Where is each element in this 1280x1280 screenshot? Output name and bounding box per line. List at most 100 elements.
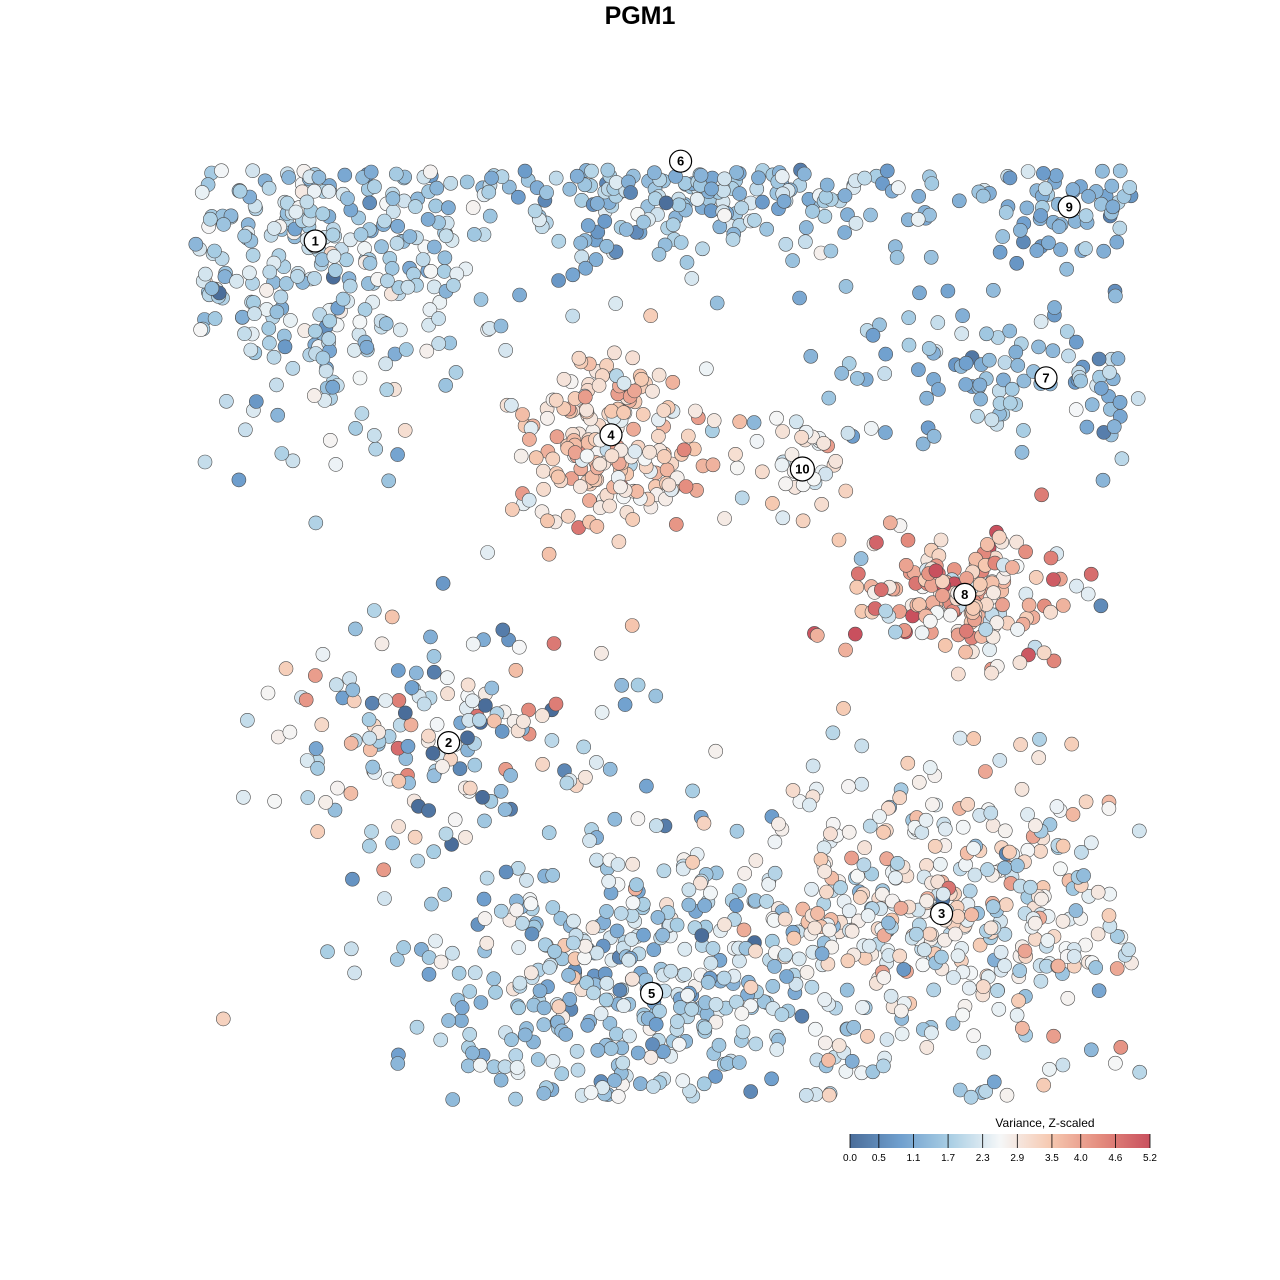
data-point [795, 513, 811, 529]
data-point [678, 479, 694, 494]
data-point [1096, 243, 1111, 259]
data-point [716, 970, 732, 986]
data-point [385, 835, 400, 851]
data-point [863, 421, 879, 436]
data-point [943, 607, 958, 623]
data-point [299, 194, 315, 210]
data-point [804, 881, 819, 897]
data-point [861, 938, 877, 954]
data-point [836, 701, 851, 716]
data-point [509, 902, 525, 918]
data-point [876, 1058, 891, 1074]
data-point [1055, 1057, 1071, 1073]
data-point [625, 856, 641, 872]
data-point [761, 876, 777, 892]
data-point [480, 545, 495, 560]
data-point [991, 529, 1007, 545]
data-point [725, 232, 741, 247]
data-point [348, 621, 363, 637]
data-point [521, 492, 537, 508]
data-point [484, 680, 500, 696]
colorbar-tick-label: 0.0 [843, 1153, 857, 1164]
data-point [979, 326, 994, 342]
data-point [515, 407, 530, 422]
data-point [651, 429, 666, 444]
data-point [1107, 419, 1122, 435]
data-point [1038, 181, 1053, 196]
data-point [374, 239, 389, 254]
data-point [308, 741, 324, 756]
data-point [473, 995, 489, 1010]
data-point [493, 1072, 509, 1088]
data-point [347, 965, 362, 981]
data-point [1016, 423, 1031, 438]
data-point [765, 496, 780, 511]
data-point [465, 200, 481, 215]
data-point [426, 664, 442, 680]
data-point [384, 261, 400, 276]
data-point [425, 745, 441, 761]
data-point [1056, 598, 1071, 613]
data-point [955, 1007, 971, 1023]
data-point [805, 204, 820, 219]
data-point [841, 356, 857, 371]
data-point [696, 1076, 712, 1092]
data-point [542, 960, 557, 975]
data-point [682, 1083, 697, 1099]
data-point [928, 563, 944, 579]
data-point [975, 979, 991, 995]
data-point [408, 665, 424, 681]
data-point [1112, 394, 1128, 410]
data-point [955, 819, 971, 835]
data-point [669, 1014, 685, 1029]
data-point [306, 183, 322, 199]
data-point [578, 260, 593, 276]
data-point [743, 1084, 759, 1099]
data-point [1088, 960, 1103, 975]
data-point [589, 755, 604, 770]
data-point [512, 975, 528, 991]
data-point [626, 421, 641, 437]
data-point [648, 1017, 664, 1032]
data-point [1084, 397, 1100, 413]
data-point [863, 207, 878, 223]
data-point [536, 1017, 552, 1032]
data-point [735, 1024, 751, 1040]
data-point [1033, 208, 1048, 223]
data-point [1027, 915, 1043, 931]
data-point [593, 1006, 609, 1021]
data-point [445, 945, 460, 961]
data-point [748, 1036, 764, 1052]
data-point [901, 310, 917, 326]
data-point [769, 410, 784, 426]
data-point [602, 498, 617, 514]
data-point [458, 830, 473, 845]
cluster-label-badge [303, 229, 327, 253]
data-point [494, 724, 510, 739]
data-point [535, 463, 551, 479]
data-point [873, 582, 889, 598]
data-point [850, 566, 866, 582]
data-point [540, 513, 555, 529]
data-point [281, 170, 297, 185]
data-point [535, 756, 550, 772]
data-point [385, 191, 401, 206]
colorbar-tick-label: 4.0 [1074, 1153, 1088, 1164]
data-point [1108, 1055, 1123, 1071]
data-point [1049, 799, 1065, 814]
data-point [534, 708, 550, 723]
data-point [368, 441, 384, 457]
data-point [484, 170, 499, 186]
data-point [266, 221, 282, 236]
data-point [321, 184, 337, 199]
data-point [410, 853, 426, 869]
data-point [299, 753, 315, 768]
data-point [203, 211, 218, 227]
data-point [778, 237, 794, 252]
data-point [786, 930, 802, 946]
data-point [592, 456, 608, 472]
data-point [966, 731, 982, 746]
data-point [508, 1091, 523, 1107]
data-point [922, 926, 938, 942]
data-point [243, 342, 259, 358]
